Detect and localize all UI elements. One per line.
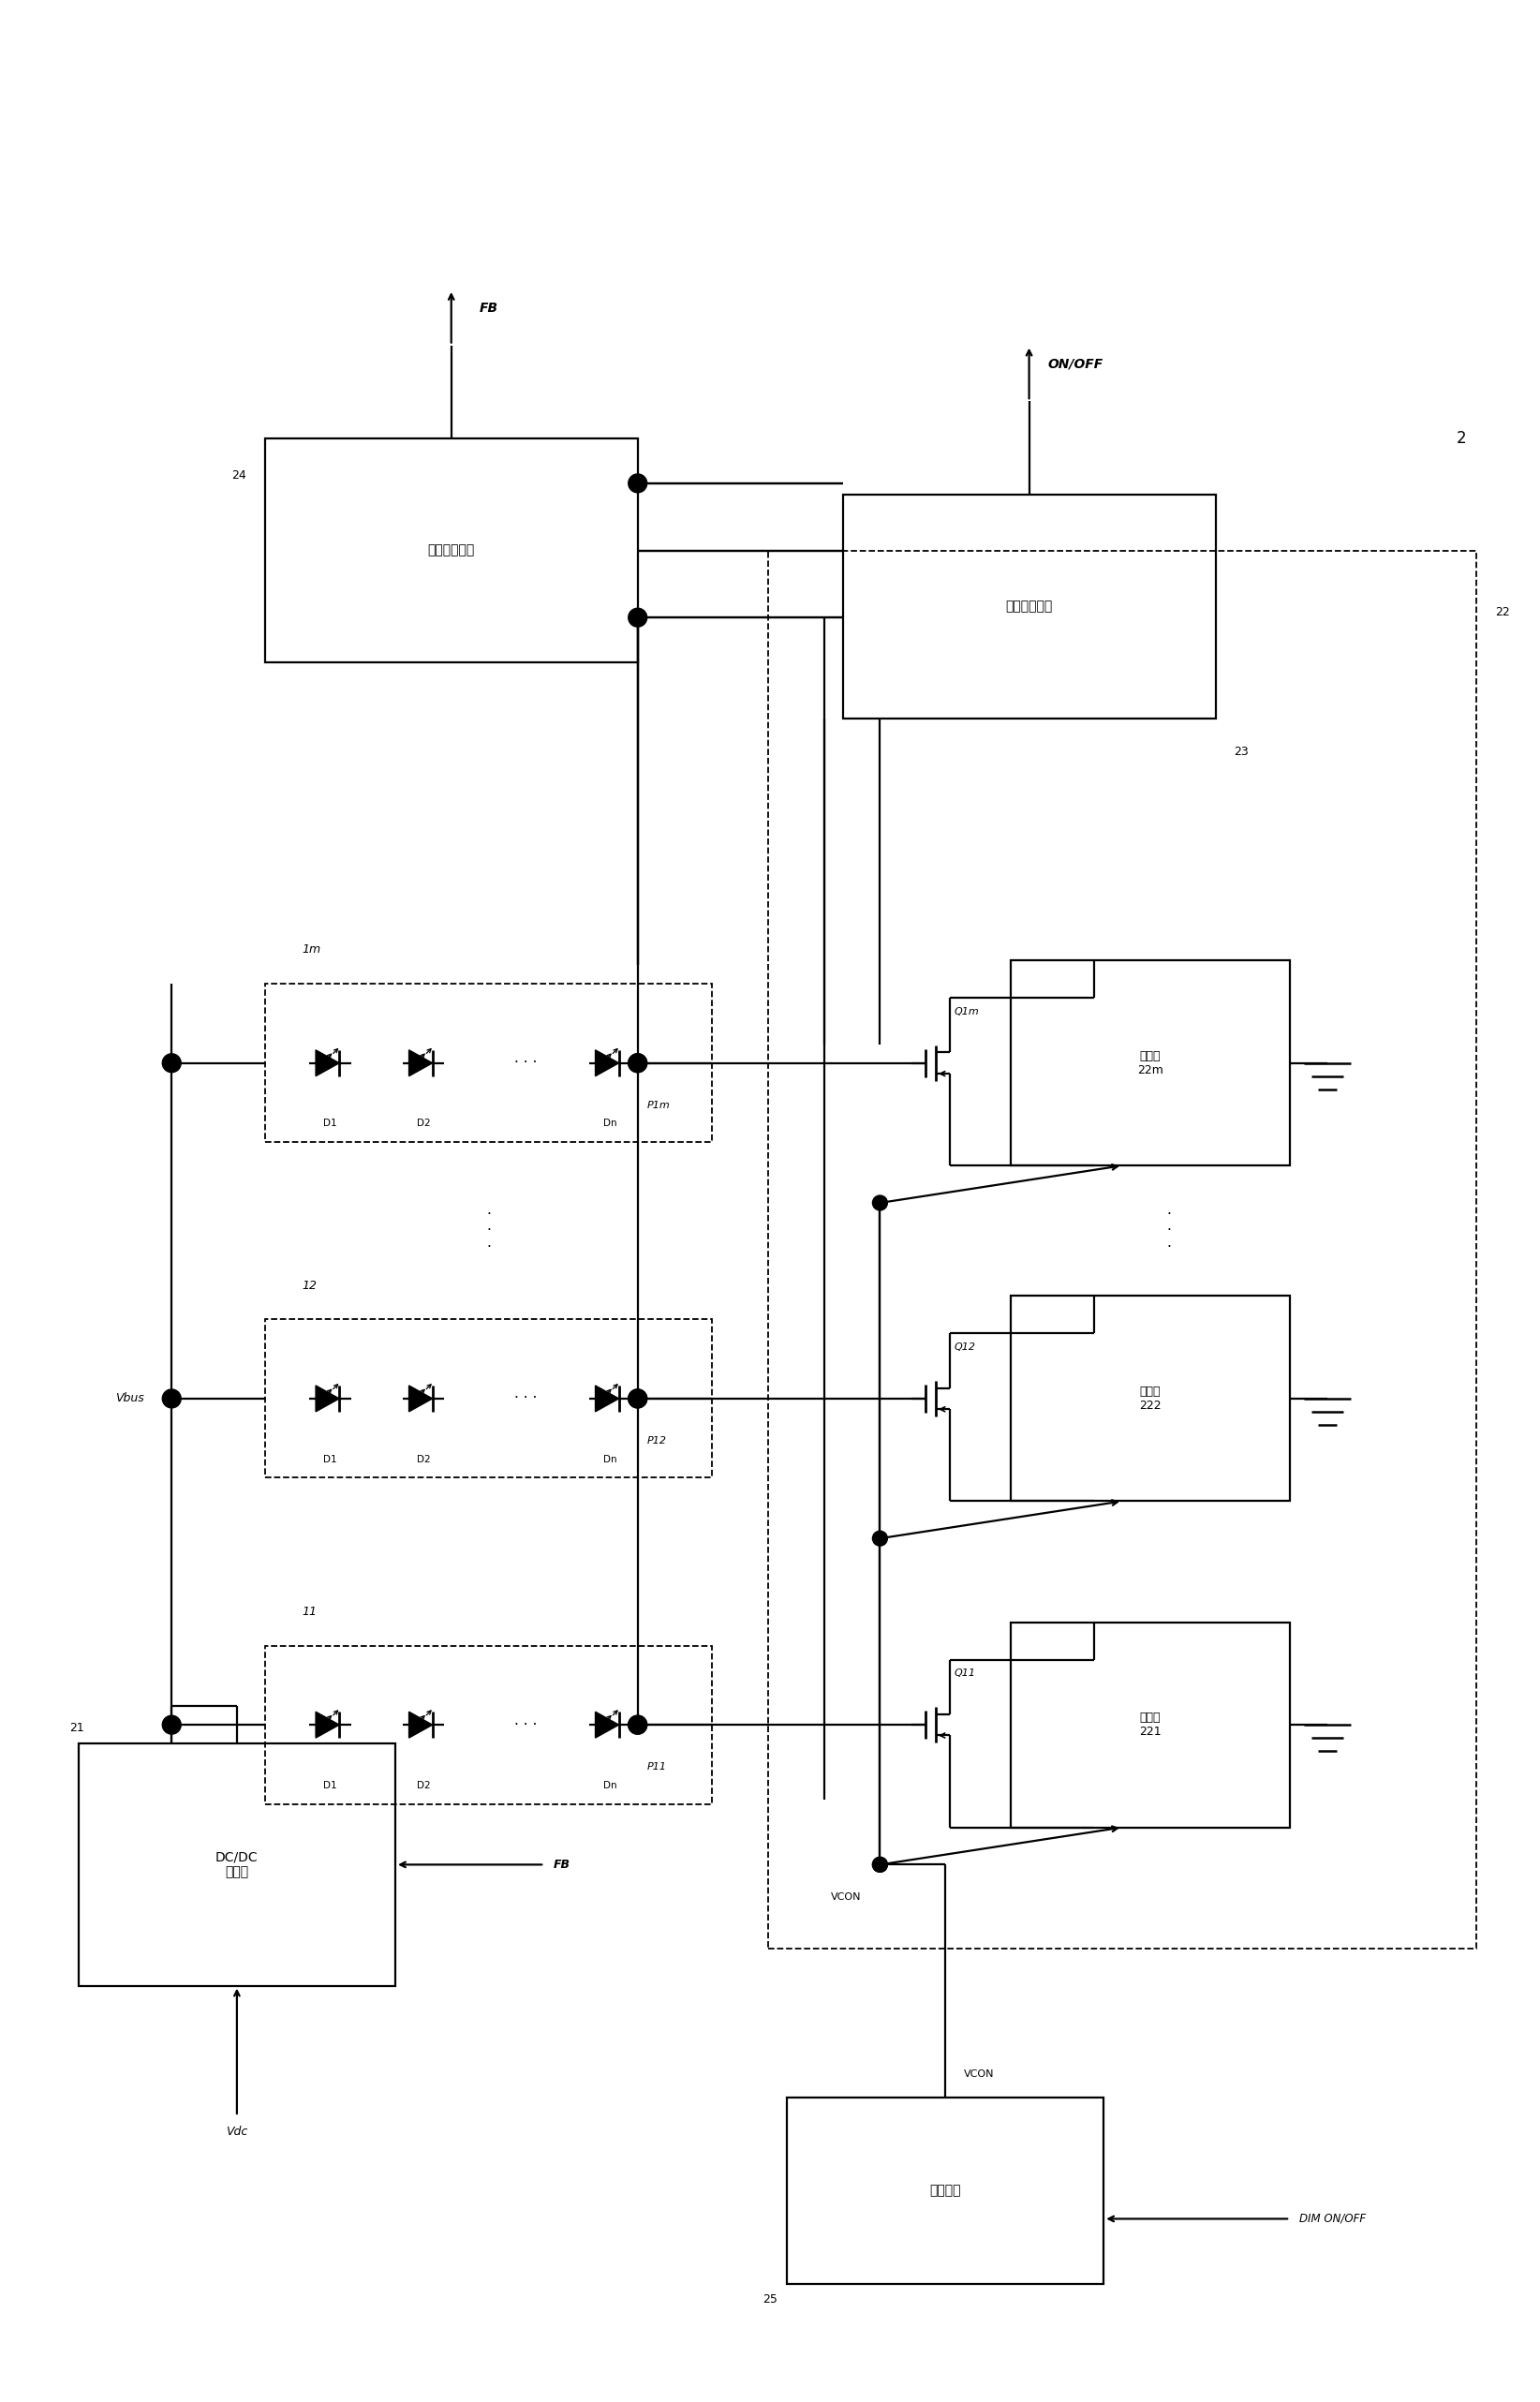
Text: 调节器
222: 调节器 222 [1140, 1386, 1161, 1412]
Text: VCON: VCON [832, 1893, 861, 1902]
Circle shape [873, 1530, 887, 1547]
Text: DIM ON/OFF: DIM ON/OFF [1300, 2212, 1366, 2224]
Text: 25: 25 [762, 2294, 778, 2306]
Circle shape [628, 1715, 647, 1734]
Text: Dn: Dn [602, 1119, 616, 1129]
Text: 调节器
221: 调节器 221 [1140, 1713, 1161, 1739]
Circle shape [628, 1388, 647, 1408]
Text: Q1m: Q1m [955, 1006, 979, 1016]
Text: FB: FB [554, 1859, 571, 1871]
Text: 调光电路: 调光电路 [930, 2183, 961, 2198]
Bar [1010, 1297, 1291, 1501]
Bar [1010, 1621, 1291, 1828]
Text: 11: 11 [302, 1605, 317, 1617]
Text: 23: 23 [1234, 747, 1249, 759]
Bar [1010, 961, 1291, 1165]
Circle shape [628, 473, 647, 492]
Polygon shape [410, 1050, 433, 1076]
Bar [768, 550, 1477, 1948]
Text: Q12: Q12 [955, 1343, 976, 1352]
Text: D1: D1 [323, 1780, 337, 1789]
Text: · · ·: · · · [514, 1057, 537, 1069]
Bar [842, 495, 1215, 718]
Text: P12: P12 [647, 1436, 667, 1446]
Text: P1m: P1m [647, 1100, 670, 1110]
Text: Dn: Dn [602, 1780, 616, 1789]
Text: Vbus: Vbus [116, 1393, 143, 1405]
Polygon shape [410, 1386, 433, 1412]
Text: 1m: 1m [302, 944, 320, 956]
Circle shape [628, 1054, 647, 1071]
Text: VCON: VCON [964, 2071, 995, 2080]
Text: 12: 12 [302, 1280, 317, 1292]
Circle shape [162, 1054, 182, 1071]
Circle shape [873, 1857, 887, 1871]
Circle shape [873, 1857, 887, 1871]
Polygon shape [596, 1386, 619, 1412]
Bar [265, 1319, 711, 1477]
Text: ·
·
·: · · · [487, 1208, 491, 1254]
Text: 调节器
22m: 调节器 22m [1137, 1050, 1163, 1076]
Text: D2: D2 [416, 1119, 430, 1129]
Circle shape [628, 1388, 647, 1408]
Circle shape [162, 1715, 182, 1734]
Bar [787, 2097, 1104, 2284]
Text: Vdc: Vdc [226, 2126, 248, 2138]
Text: D1: D1 [323, 1119, 337, 1129]
Text: D2: D2 [416, 1780, 430, 1789]
Circle shape [873, 1196, 887, 1211]
Text: 21: 21 [69, 1722, 83, 1734]
Text: 2: 2 [1457, 430, 1466, 447]
Text: FB: FB [479, 303, 497, 315]
Text: ·
·
·: · · · [1167, 1208, 1172, 1254]
Text: D2: D2 [416, 1456, 430, 1463]
Circle shape [628, 608, 647, 627]
Text: DC/DC
转换器: DC/DC 转换器 [216, 1850, 259, 1878]
Polygon shape [316, 1713, 339, 1739]
Text: 电压补偿电路: 电压补偿电路 [428, 543, 474, 557]
Text: P11: P11 [647, 1763, 667, 1770]
Text: · · ·: · · · [514, 1391, 537, 1405]
Text: Dn: Dn [602, 1456, 616, 1463]
Text: · · ·: · · · [514, 1717, 537, 1732]
Circle shape [628, 1054, 647, 1071]
Polygon shape [316, 1050, 339, 1076]
Bar [265, 1645, 711, 1804]
Polygon shape [596, 1713, 619, 1739]
Bar [265, 440, 638, 663]
Text: 22: 22 [1495, 605, 1509, 620]
Text: ON/OFF: ON/OFF [1047, 358, 1103, 370]
Circle shape [628, 1715, 647, 1734]
Circle shape [162, 1388, 182, 1408]
Bar [265, 985, 711, 1143]
Text: Q11: Q11 [955, 1669, 976, 1679]
Polygon shape [596, 1050, 619, 1076]
Text: 24: 24 [231, 471, 246, 483]
Text: D1: D1 [323, 1456, 337, 1463]
Polygon shape [316, 1386, 339, 1412]
Text: 短路保护电路: 短路保护电路 [1006, 600, 1053, 613]
Polygon shape [410, 1713, 433, 1739]
Bar [79, 1744, 396, 1986]
